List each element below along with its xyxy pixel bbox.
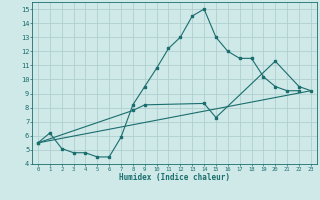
X-axis label: Humidex (Indice chaleur): Humidex (Indice chaleur)	[119, 173, 230, 182]
